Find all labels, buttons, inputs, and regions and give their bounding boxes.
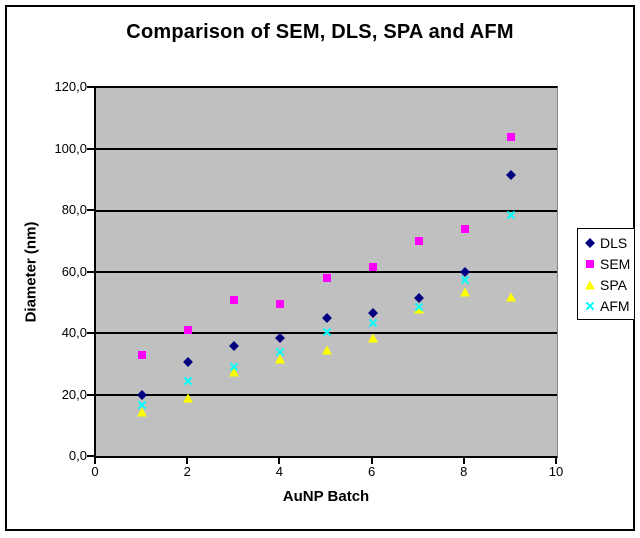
legend-item-spa: SPA (583, 276, 634, 294)
data-point-sem-batch1 (138, 350, 147, 359)
dls-diamond-icon (583, 236, 596, 249)
data-point-dls-batch2 (183, 357, 194, 368)
x-tick-label: 4 (275, 464, 283, 479)
data-point-sem-batch7 (414, 237, 423, 246)
data-point-afm-batch6 (368, 318, 378, 328)
data-point-afm-batch2 (183, 376, 193, 386)
chart-title: Comparison of SEM, DLS, SPA and AFM (126, 21, 514, 43)
data-point-afm-batch8 (460, 275, 470, 285)
sem-square-icon (583, 257, 596, 270)
y-axis-tick (87, 393, 95, 396)
data-point-spa-batch5 (321, 345, 332, 355)
square-marker-icon (585, 259, 594, 268)
y-axis-tick (87, 147, 95, 150)
data-point-sem-batch8 (460, 225, 469, 234)
data-point-sem-batch4 (276, 300, 285, 309)
data-point-dls-batch5 (321, 313, 332, 323)
y-axis-tick (87, 86, 95, 88)
x-axis-tick (186, 458, 189, 464)
legend-label-sem: SEM (600, 255, 631, 272)
data-point-sem-batch2 (184, 326, 193, 335)
x-marker-icon (585, 301, 595, 311)
x-axis-tick (370, 458, 373, 464)
data-point-spa-batch1 (137, 407, 148, 417)
legend: DLS SEM SPA AFM (577, 228, 635, 320)
data-point-sem-batch5 (322, 274, 331, 283)
data-point-spa-batch9 (505, 292, 516, 302)
plot-area (94, 86, 558, 458)
data-point-sem-batch6 (368, 263, 377, 272)
data-point-afm-batch3 (229, 362, 239, 372)
x-tick-label: 2 (183, 464, 191, 479)
y-tick-label: 80,0 (61, 202, 87, 217)
y-axis-tick (87, 332, 95, 334)
data-point-dls-batch3 (229, 340, 240, 351)
gridline (96, 271, 557, 273)
gridline (96, 209, 557, 212)
x-tick-label: 0 (91, 464, 99, 479)
data-point-afm-batch1 (137, 400, 147, 410)
legend-label-dls: DLS (600, 234, 628, 251)
x-axis-title: AuNP Batch (282, 488, 370, 505)
y-tick-label: 20,0 (61, 386, 87, 402)
x-tick-label: 8 (460, 464, 468, 479)
y-axis-title: Diameter (nm) (22, 221, 40, 323)
data-point-dls-batch4 (275, 332, 286, 343)
y-axis-tick (87, 455, 95, 457)
data-point-sem-batch3 (230, 295, 239, 304)
data-point-spa-batch6 (367, 333, 378, 343)
x-axis-tick (462, 458, 465, 464)
legend-item-afm: AFM (583, 297, 634, 315)
y-tick-label: 60,0 (61, 263, 87, 279)
data-point-spa-batch2 (183, 393, 194, 403)
legend-item-dls: DLS (583, 234, 634, 252)
x-tick-label: 10 (548, 464, 564, 479)
legend-label-afm: AFM (600, 297, 630, 314)
data-point-afm-batch9 (506, 210, 516, 220)
data-point-dls-batch9 (505, 170, 516, 181)
legend-item-sem: SEM (583, 255, 634, 273)
triangle-marker-icon (584, 280, 595, 289)
y-axis-tick (87, 270, 95, 273)
y-tick-label: 100,0 (54, 140, 87, 156)
x-axis-tick (94, 458, 96, 464)
gridline (96, 393, 557, 396)
diamond-marker-icon (584, 237, 595, 248)
data-point-spa-batch4 (275, 354, 286, 364)
plot-inner (96, 88, 557, 456)
spa-triangle-icon (583, 278, 596, 291)
data-point-sem-batch9 (506, 133, 515, 142)
y-tick-label: 120,0 (54, 79, 87, 94)
y-tick-label: 40,0 (61, 325, 87, 340)
gridline (96, 148, 557, 151)
legend-label-spa: SPA (600, 276, 627, 293)
data-point-spa-batch8 (459, 287, 470, 297)
data-point-afm-batch5 (322, 327, 332, 337)
data-point-dls-batch1 (137, 389, 148, 400)
x-axis-tick (555, 458, 557, 464)
x-tick-label: 6 (367, 464, 376, 479)
data-point-afm-batch7 (414, 302, 424, 312)
x-axis-tick (278, 458, 281, 464)
afm-x-icon (583, 299, 596, 312)
data-point-afm-batch4 (275, 347, 285, 357)
y-axis-tick (87, 209, 95, 211)
y-tick-label: 0,0 (68, 448, 87, 463)
